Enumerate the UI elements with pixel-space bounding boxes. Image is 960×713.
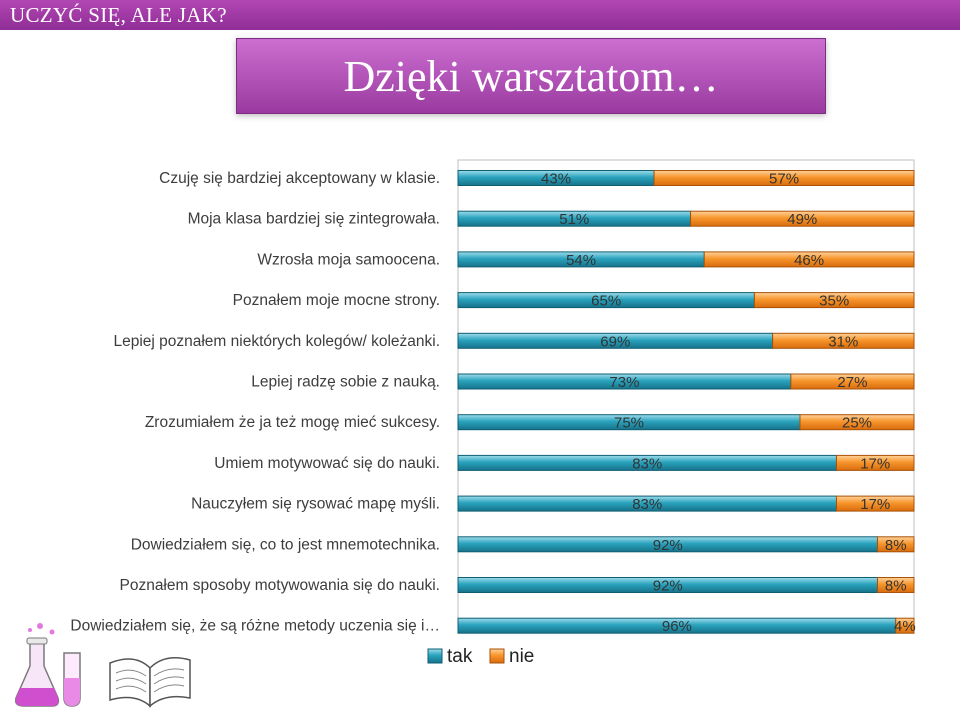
data-label-tak: 96% xyxy=(662,618,692,635)
data-label-nie: 17% xyxy=(860,455,890,472)
category-label: Umiem motywować się do nauki. xyxy=(214,455,440,472)
category-label: Nauczyłem się rysować mapę myśli. xyxy=(191,496,440,513)
legend-swatch-tak xyxy=(427,648,443,664)
bar-segment-nie xyxy=(799,414,915,431)
data-label-nie: 49% xyxy=(787,211,817,228)
data-label-nie: 4% xyxy=(894,618,916,635)
data-label-nie: 46% xyxy=(794,252,824,269)
stacked-bar-chart: Czuję się bardziej akceptowany w klasie.… xyxy=(70,159,916,667)
bar-segment-nie xyxy=(877,536,915,553)
category-label: Dowiedziałem się, co to jest mnemotechni… xyxy=(131,536,440,553)
data-labels: 43% 57% 51% 49% 54% 46% 65% 35% 69% 31% 73% 27% 75% 2… xyxy=(541,171,916,636)
slide-title-box: Dzięki warsztatom… xyxy=(236,38,826,114)
data-label-nie: 27% xyxy=(837,374,867,391)
bar-segment-nie xyxy=(703,251,915,268)
legend-swatch-nie xyxy=(489,648,505,664)
data-label-tak: 92% xyxy=(653,578,683,595)
data-label-nie: 57% xyxy=(769,171,799,188)
plot-area xyxy=(457,159,915,634)
open-book-icon xyxy=(109,657,191,708)
slide-title: Dzięki warsztatom… xyxy=(343,52,719,101)
test-tube-icon xyxy=(63,652,81,707)
category-label: Zrozumiałem że ja też mogę mieć sukcesy. xyxy=(145,414,440,431)
data-label-tak: 43% xyxy=(541,171,571,188)
bar-segment-nie xyxy=(690,210,915,227)
data-label-tak: 75% xyxy=(614,415,644,432)
legend: tak nie xyxy=(427,646,534,667)
category-label: Poznałem sposoby motywowania się do nauk… xyxy=(119,577,440,594)
data-label-nie: 31% xyxy=(828,333,858,350)
category-label: Dowiedziałem się, że są różne metody ucz… xyxy=(70,618,440,635)
bar-segment-nie xyxy=(790,373,915,390)
bubble-icon xyxy=(49,629,55,635)
data-label-tak: 92% xyxy=(653,537,683,554)
lab-book-illustration xyxy=(14,623,191,708)
category-labels: Czuję się bardziej akceptowany w klasie.… xyxy=(70,170,440,635)
data-label-tak: 54% xyxy=(566,252,596,269)
bar-segment-nie xyxy=(835,454,915,471)
bar-segment-nie xyxy=(835,495,915,512)
bar-segment-nie xyxy=(772,332,915,349)
data-label-tak: 83% xyxy=(632,496,662,513)
data-label-nie: 17% xyxy=(860,496,890,513)
data-label-nie: 8% xyxy=(885,537,907,554)
data-label-nie: 25% xyxy=(842,415,872,432)
bubble-icon xyxy=(28,628,32,632)
data-label-nie: 35% xyxy=(819,293,849,310)
data-label-tak: 69% xyxy=(600,333,630,350)
category-label: Poznałem moje mocne strony. xyxy=(233,292,440,309)
data-label-tak: 65% xyxy=(591,293,621,310)
bar-segment-nie xyxy=(877,577,915,593)
section-header-bar: UCZYĆ SIĘ, ALE JAK? xyxy=(0,0,960,30)
category-label: Lepiej poznałem niektórych kolegów/ kole… xyxy=(113,333,440,350)
flask-icon xyxy=(14,637,60,707)
category-label: Lepiej radzę sobie z nauką. xyxy=(251,374,440,391)
category-label: Czuję się bardziej akceptowany w klasie. xyxy=(159,170,440,187)
category-label: Moja klasa bardziej się zintegrowała. xyxy=(188,211,440,228)
data-label-tak: 51% xyxy=(559,211,589,228)
category-label: Wzrosła moja samoocena. xyxy=(257,251,440,268)
data-label-tak: 73% xyxy=(609,374,639,391)
plot-frame xyxy=(457,159,915,631)
section-title: UCZYĆ SIĘ, ALE JAK? xyxy=(10,3,227,27)
bar-segment-nie xyxy=(653,170,915,186)
data-label-nie: 8% xyxy=(885,578,907,595)
legend-label-tak: tak xyxy=(447,646,473,667)
data-label-tak: 83% xyxy=(632,455,662,472)
bubble-icon xyxy=(37,623,43,629)
legend-label-nie: nie xyxy=(509,646,534,667)
bar-segment-nie xyxy=(895,617,915,634)
bar-segment-nie xyxy=(753,292,915,309)
